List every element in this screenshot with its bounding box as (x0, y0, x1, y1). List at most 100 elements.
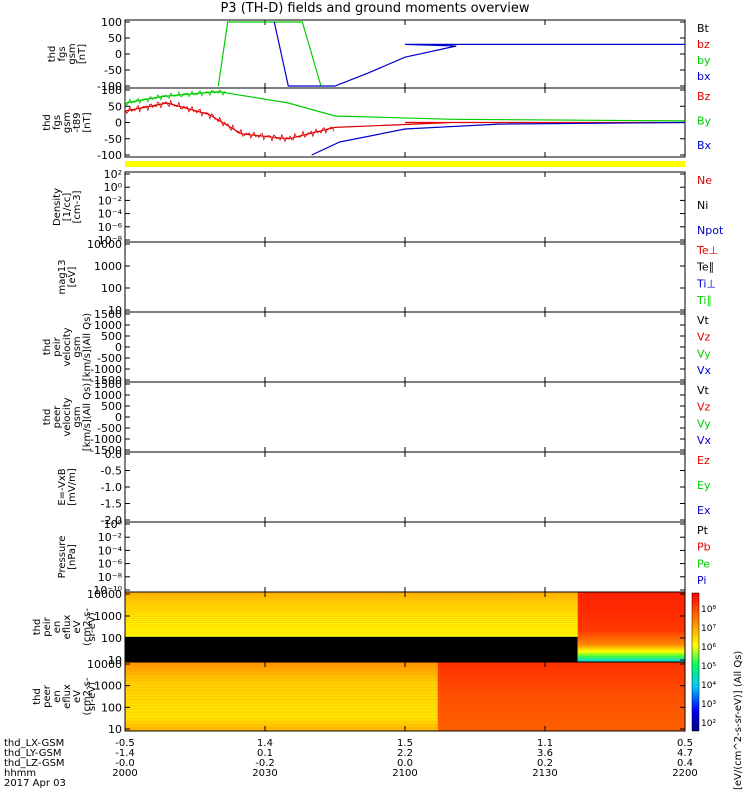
y-tick-label: 1000 (94, 680, 122, 693)
colorbar-tick: 10⁴ (701, 681, 716, 691)
legend-Pe: Pe (697, 557, 710, 570)
footer-value: 1.1 (537, 738, 553, 749)
footer-value: 3.6 (537, 748, 553, 759)
y-tick-label: 10 (108, 304, 122, 317)
panel-frame (124, 241, 686, 313)
y-tick-label: 10000 (87, 238, 122, 251)
colorbar (691, 592, 700, 732)
panel-efield: 0.0 -0.5 -1.0 -1.5 -2.0 E=-VxB [mV/m] Ez Ey Ex (57, 448, 711, 527)
y-label-line: -t89 (72, 112, 83, 132)
y-label-line: eV (72, 690, 83, 703)
y-tick-label: 1000 (94, 389, 122, 402)
y-label-line: fgs (57, 46, 68, 61)
legend-Ne: Ne (697, 174, 712, 187)
colorbar-tick: 10⁵ (701, 662, 716, 672)
colorbar-tick: 10⁸ (701, 605, 716, 615)
y-tick-label: 0.0 (105, 448, 123, 461)
y-tick-label: 100 (101, 16, 122, 29)
y-label-line: (cm2-s- (82, 608, 93, 646)
footer-value: 0.0 (397, 758, 413, 769)
y-tick-label: -500 (97, 352, 122, 365)
legend-Bx: Bx (697, 139, 712, 152)
legend-Ti∥: Ti∥ (696, 294, 712, 307)
y-tick-label: 10⁰ (104, 518, 123, 531)
y-tick-label: 10⁻⁸ (98, 571, 123, 584)
footer-value: -1.4 (115, 748, 135, 759)
y-tick-label: 50 (108, 32, 122, 45)
y-tick-label: 10⁻⁸ (98, 234, 123, 247)
y-label-line: peer (42, 684, 53, 708)
y-tick-label: -500 (97, 422, 122, 435)
y-tick-label: -1000 (90, 363, 122, 376)
y-label-line: fgs (52, 115, 63, 130)
y-label-line: gsm (67, 43, 78, 64)
y-tick-label: -0.5 (101, 465, 122, 478)
y-label-line: [km/s](All Qs) (82, 313, 93, 381)
colorbar-tick: 10⁶ (701, 643, 716, 653)
legend-Vy: Vy (697, 417, 711, 430)
y-label-line: eV (72, 620, 83, 633)
footer-value: 1.4 (257, 738, 273, 749)
y-label-line: [km/s](All Qs) (82, 383, 93, 451)
panel-frame (124, 451, 686, 523)
legend-Te∥: Te∥ (696, 261, 714, 274)
series-by (217, 21, 322, 87)
y-tick-label: -50 (104, 64, 122, 77)
peer-flux-left (125, 662, 438, 731)
y-label-line: gsm (72, 406, 83, 427)
peer-flux-right (437, 662, 685, 731)
y-tick-label: 1500 (94, 308, 122, 321)
y-label-line: gsm (62, 112, 73, 133)
y-label-line: en (52, 690, 63, 703)
y-tick-label: 500 (101, 400, 122, 413)
y-label-line: en (52, 621, 63, 634)
figure-title: P3 (TH-D) fields and ground moments over… (220, 1, 530, 16)
y-tick-label: 50 (108, 100, 122, 113)
footer-value: 0.1 (257, 748, 273, 759)
footer-value: 2.2 (397, 748, 413, 759)
y-label-line: peir (42, 616, 53, 636)
y-label-line: Density (52, 188, 63, 226)
y-label-line: gsm (72, 336, 83, 357)
y-axis-label: Density [1/cc] [cm-3] (52, 188, 83, 226)
y-axis-label: thd peer velocity gsm [km/s](All Qs) (42, 383, 93, 451)
legend-Bz: Bz (697, 90, 711, 103)
footer-value: -0.0 (115, 758, 135, 769)
series-Bz-noise (124, 99, 335, 143)
y-axis-label: thd peir velocity gsm [km/s](All Qs) (42, 313, 93, 381)
y-tick-label: 10 (108, 723, 122, 736)
y-axis-label: thd fgs gsm [nT] (47, 43, 88, 64)
legend-Vt: Vt (697, 384, 710, 397)
y-tick-label: 0 (115, 48, 122, 61)
footer-value: 0.4 (677, 758, 693, 769)
y-tick-label: 10⁻⁶ (98, 558, 123, 571)
panel-peer_flux: 10000 1000 100 10 thd peer en eflux eV (cm2-s-sr-… (32, 658, 686, 736)
footer-value: -0.5 (115, 738, 135, 749)
panel-frame (124, 311, 686, 383)
legend-By: By (697, 115, 712, 128)
y-tick-label: 1000 (94, 260, 122, 273)
y-label-line: [1/cc] (62, 193, 73, 222)
y-tick-label: 100 (101, 701, 122, 714)
y-tick-label: -50 (104, 133, 122, 146)
legend-Pb: Pb (697, 541, 711, 554)
legend-Te⊥: Te⊥ (696, 244, 718, 257)
colorbar-tick: 10³ (701, 700, 716, 710)
y-tick-label: 10 (108, 654, 122, 667)
legend-Bt: Bt (697, 22, 710, 35)
legend-Vz: Vz (697, 401, 711, 414)
legend-Ni: Ni (697, 199, 708, 212)
y-label-line: [cm-3] (72, 190, 83, 223)
y-tick-label: 1000 (94, 610, 122, 623)
y-label-line: [nPa] (67, 544, 78, 570)
panel-frame (124, 521, 686, 593)
y-tick-label: -2.0 (101, 514, 122, 527)
y-tick-label: 0 (115, 341, 122, 354)
status-bar (125, 161, 685, 167)
y-tick-label: 100 (101, 84, 122, 97)
y-label-line: thd (32, 688, 43, 705)
y-axis-label: thd peir en eflux eV (cm2-s-sr-eV) (32, 608, 98, 646)
y-label-line: sr-eV) (87, 612, 98, 641)
legend-by: by (697, 54, 711, 67)
